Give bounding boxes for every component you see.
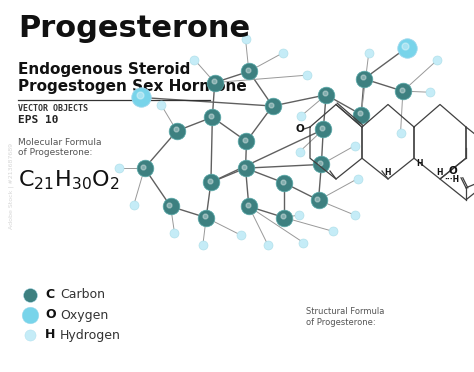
- Text: $\mathsf{C_{21}H_{30}O_2}$: $\mathsf{C_{21}H_{30}O_2}$: [18, 168, 119, 192]
- Text: Hydrogen: Hydrogen: [60, 328, 121, 341]
- Text: of Progesterone:: of Progesterone:: [306, 318, 375, 327]
- Text: Adobe Stock | #213687689: Adobe Stock | #213687689: [8, 143, 13, 229]
- Text: Endogenous Steroid: Endogenous Steroid: [18, 62, 191, 77]
- Text: of Progesterone:: of Progesterone:: [18, 148, 92, 157]
- Text: C: C: [45, 289, 54, 301]
- Text: Structural Formula: Structural Formula: [306, 307, 384, 316]
- Text: O: O: [448, 166, 457, 176]
- Text: EPS 10: EPS 10: [18, 115, 58, 125]
- Text: Progesterone: Progesterone: [18, 14, 250, 43]
- Text: H: H: [437, 168, 443, 177]
- Text: O: O: [45, 308, 55, 321]
- Text: VECTOR OBJECTS: VECTOR OBJECTS: [18, 104, 88, 113]
- Text: Oxygen: Oxygen: [60, 308, 108, 321]
- Text: Progestogen Sex Hormone: Progestogen Sex Hormone: [18, 79, 247, 94]
- Text: ···H: ···H: [444, 174, 459, 183]
- Text: O: O: [296, 124, 304, 134]
- Text: H: H: [45, 328, 55, 341]
- Text: Carbon: Carbon: [60, 289, 105, 301]
- Text: Molecular Formula: Molecular Formula: [18, 138, 101, 147]
- Text: H: H: [416, 159, 422, 168]
- Text: H: H: [385, 168, 391, 177]
